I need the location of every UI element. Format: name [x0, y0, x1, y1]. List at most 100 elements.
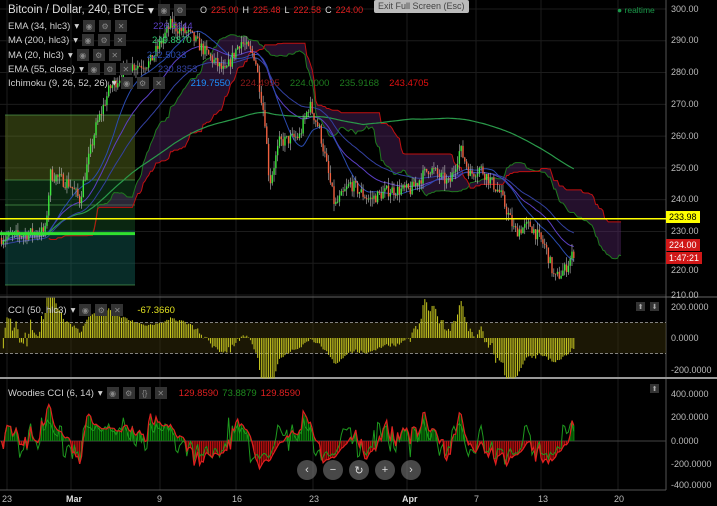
close-label: C [325, 5, 332, 15]
candle-body [547, 247, 550, 264]
indicator-title[interactable]: MA (20, hlc3) [8, 49, 64, 61]
eye-icon[interactable]: ◉ [120, 77, 133, 89]
chevron-down-icon[interactable]: ▾ [73, 34, 79, 46]
candle-body [55, 175, 57, 182]
chevron-down-icon[interactable]: ▾ [148, 5, 154, 17]
chevron-down-icon[interactable]: ▾ [67, 49, 73, 61]
candle-body [302, 118, 304, 134]
chevron-down-icon[interactable]: ▾ [74, 20, 80, 32]
candle-body [445, 178, 448, 184]
woodies-value-3: 129.8590 [260, 387, 301, 399]
candle-body [275, 155, 277, 169]
close-icon[interactable]: ✕ [152, 77, 165, 89]
candle-body [455, 169, 457, 172]
zoom-out-button[interactable]: − [323, 460, 343, 480]
eye-icon[interactable]: ◉ [83, 20, 96, 32]
high-label: H [242, 5, 249, 15]
candle-body [75, 188, 77, 190]
candle-body [478, 167, 481, 174]
candle-body [29, 228, 32, 234]
cci-title[interactable]: CCI (50, hlc3) [8, 304, 67, 316]
move-up-icon[interactable]: ⬆ [636, 302, 645, 311]
candle-body [433, 168, 435, 169]
candle-body [500, 190, 502, 192]
candle-body [73, 188, 75, 190]
candle-body [195, 36, 197, 41]
candle-body [373, 195, 375, 199]
eye-icon[interactable]: ◉ [87, 63, 100, 75]
candle-body [40, 227, 43, 236]
chevron-down-icon[interactable]: ▾ [97, 387, 103, 399]
indicator-value: 224.4995 [240, 77, 280, 89]
candle-body [108, 85, 110, 97]
gear-icon[interactable]: ⚙ [98, 34, 111, 46]
candle-body [46, 215, 48, 226]
close-icon[interactable]: ✕ [154, 387, 167, 399]
move-down-icon[interactable]: ⬇ [650, 302, 659, 311]
indicator-legend: MA (200, hlc3) ▾ ◉ ⚙ ✕ 249.8870 [8, 34, 192, 46]
candle-body [207, 50, 210, 55]
candle-body [326, 153, 328, 161]
ichimoku-cloud [48, 34, 622, 259]
scroll-right-button[interactable]: › [401, 460, 421, 480]
eye-icon[interactable]: ◉ [82, 34, 95, 46]
open-value: 225.00 [210, 5, 239, 15]
candle-body [335, 201, 337, 204]
close-icon[interactable]: ✕ [108, 49, 121, 61]
close-icon[interactable]: ✕ [115, 20, 128, 32]
price-axis-tick: 300.00 [671, 4, 699, 14]
date-axis-tick: 13 [538, 494, 549, 504]
candle-body [220, 63, 223, 69]
candle-body [449, 178, 451, 182]
candle-body [514, 226, 517, 228]
gear-icon[interactable]: ⚙ [173, 4, 186, 16]
close-icon[interactable]: ✕ [119, 63, 132, 75]
gear-icon[interactable]: ⚙ [95, 304, 108, 316]
candle-body [149, 55, 152, 62]
candle-body [420, 180, 422, 184]
close-icon[interactable]: ✕ [111, 304, 124, 316]
indicator-legend: Ichimoku (9, 26, 52, 26) ▾ ◉ ⚙ ✕ 219.7550 224… [8, 77, 429, 89]
candle-body [115, 80, 117, 88]
indicator-title[interactable]: EMA (55, close) [8, 63, 76, 75]
symbol-title[interactable]: Bitcoin / Dollar, 240, BTCE [8, 4, 145, 16]
chevron-down-icon[interactable]: ▾ [70, 304, 76, 316]
candle-body [391, 187, 393, 193]
candle-body [177, 31, 179, 34]
chevron-down-icon[interactable]: ▾ [111, 77, 117, 89]
reset-button[interactable]: ↻ [349, 460, 369, 480]
candle-body [255, 60, 257, 65]
scroll-left-button[interactable]: ‹ [297, 460, 317, 480]
candle-body [264, 109, 266, 127]
candle-body [137, 65, 139, 69]
candle-body [527, 221, 530, 223]
eye-icon[interactable]: ◉ [76, 49, 89, 61]
candle-body [84, 179, 86, 181]
gear-icon[interactable]: ⚙ [136, 77, 149, 89]
close-icon[interactable]: ✕ [114, 34, 127, 46]
eye-icon[interactable]: ◉ [157, 4, 170, 16]
gear-icon[interactable]: ⚙ [103, 63, 116, 75]
gear-icon[interactable]: ⚙ [99, 20, 112, 32]
gear-icon[interactable]: ⚙ [92, 49, 105, 61]
candle-body [146, 67, 148, 69]
candle-body [522, 227, 524, 234]
candle-body [331, 182, 333, 187]
indicator-title[interactable]: EMA (34, hlc3) [8, 20, 71, 32]
woodies-title[interactable]: Woodies CCI (6, 14) [8, 387, 94, 399]
indicator-value: 222.5033 [146, 49, 187, 61]
candle-body [293, 133, 295, 138]
chevron-down-icon[interactable]: ▾ [79, 63, 84, 75]
candle-body [224, 66, 226, 68]
eye-icon[interactable]: ◉ [106, 387, 119, 399]
move-up-icon[interactable]: ⬆ [650, 384, 659, 393]
indicator-title[interactable]: Ichimoku (9, 26, 52, 26) [8, 77, 108, 89]
candle-body [49, 169, 52, 196]
zoom-in-button[interactable]: + [375, 460, 395, 480]
brackets-icon[interactable]: {} [138, 387, 151, 399]
indicator-title[interactable]: MA (200, hlc3) [8, 34, 70, 46]
candle-body [346, 186, 348, 190]
eye-icon[interactable]: ◉ [79, 304, 92, 316]
gear-icon[interactable]: ⚙ [122, 387, 135, 399]
